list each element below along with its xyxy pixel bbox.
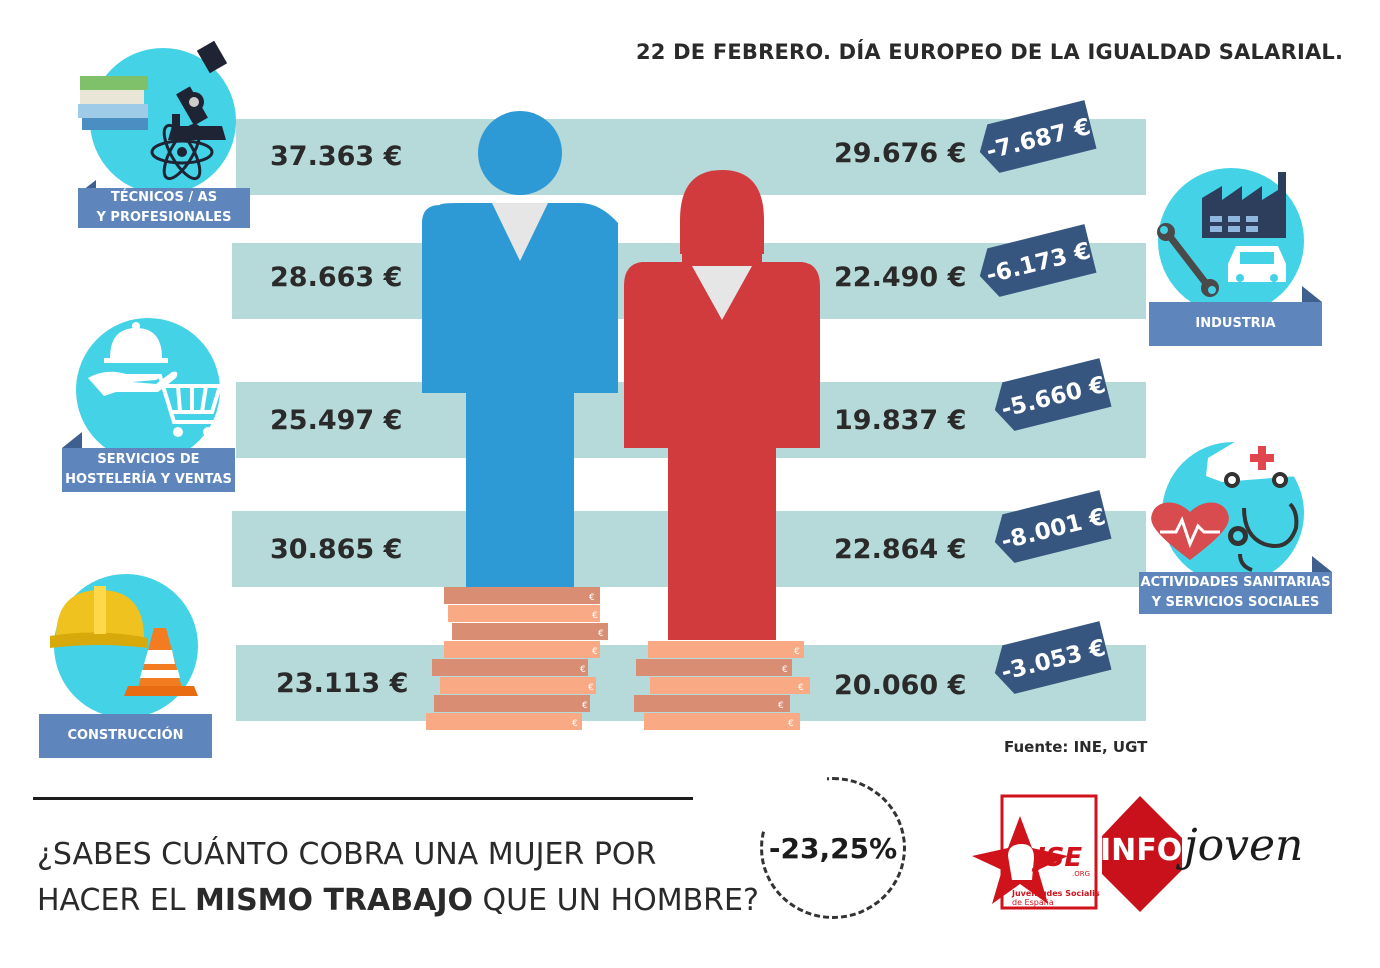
label-fold-2 bbox=[1302, 286, 1322, 302]
svg-text:€: € bbox=[592, 647, 598, 657]
gap-percentage-circle: -23,25% bbox=[760, 777, 906, 919]
helmet-cone-icon bbox=[50, 586, 198, 696]
question-line-1: ¿SABES CUÁNTO COBRA UNA MUJER POR bbox=[37, 837, 657, 872]
svg-text:€: € bbox=[794, 647, 800, 657]
svg-text:€: € bbox=[788, 719, 794, 729]
svg-text:€: € bbox=[582, 701, 588, 711]
factory-tools-icon bbox=[1157, 172, 1286, 297]
tecnicos-label: TÉCNICOS / AS Y PROFESIONALES bbox=[78, 188, 250, 228]
svg-text:Juventudes Socialistas: Juventudes Socialistas bbox=[1011, 889, 1100, 898]
gap-percentage: -23,25% bbox=[768, 831, 898, 865]
female-salary-1: 29.676 € bbox=[834, 138, 967, 169]
diff-tag-5: -3.053 € bbox=[994, 621, 1112, 694]
industria-label: INDUSTRIA bbox=[1149, 302, 1322, 346]
divider-rule bbox=[33, 797, 693, 800]
female-salary-2: 22.490 € bbox=[834, 262, 967, 293]
male-salary-3: 25.497 € bbox=[270, 405, 403, 436]
label-fold-4 bbox=[1312, 556, 1332, 572]
diff-tag-4: -8.001 € bbox=[994, 490, 1112, 563]
male-coin-stack: € € € € € € € € bbox=[426, 587, 608, 730]
male-figure bbox=[422, 111, 618, 595]
svg-text:joven: joven bbox=[1175, 820, 1303, 871]
svg-text:€: € bbox=[592, 611, 598, 621]
svg-text:€: € bbox=[589, 593, 595, 603]
female-salary-4: 22.864 € bbox=[834, 534, 967, 565]
svg-text:€: € bbox=[798, 683, 804, 693]
svg-text:€: € bbox=[580, 665, 586, 675]
hosteleria-label: SERVICIOS DE HOSTELERÍA Y VENTAS bbox=[62, 448, 235, 492]
sanitarias-label: ACTIVIDADES SANITARIAS Y SERVICIOS SOCIA… bbox=[1139, 572, 1332, 614]
svg-text:JSE: JSE bbox=[1031, 843, 1082, 873]
svg-text:€: € bbox=[778, 701, 784, 711]
diff-tag-2: -6.173 € bbox=[979, 224, 1097, 297]
health-icon bbox=[1151, 440, 1299, 572]
male-salary-5: 23.113 € bbox=[276, 668, 409, 699]
circle-gap-patch bbox=[745, 776, 827, 830]
question-line-2: HACER EL MISMO TRABAJO QUE UN HOMBRE? bbox=[37, 883, 759, 918]
question-emphasis: MISMO TRABAJO bbox=[195, 883, 474, 918]
svg-text:€: € bbox=[572, 719, 578, 729]
male-salary-1: 37.363 € bbox=[270, 141, 403, 172]
female-salary-3: 19.837 € bbox=[834, 405, 967, 436]
label-fold-3 bbox=[62, 432, 82, 448]
source-note: Fuente: INE, UGT bbox=[1004, 738, 1148, 756]
svg-text:€: € bbox=[588, 683, 594, 693]
female-coin-stack: € € € € € bbox=[634, 641, 810, 730]
male-salary-4: 30.865 € bbox=[270, 534, 403, 565]
male-salary-2: 28.663 € bbox=[270, 262, 403, 293]
question-text: ¿SABES CUÁNTO COBRA UNA MUJER POR HACER … bbox=[37, 832, 759, 924]
infojoven-logo: INFO joven bbox=[1100, 796, 1303, 912]
science-books-icon bbox=[78, 40, 228, 181]
svg-text:de España: de España bbox=[1012, 898, 1054, 907]
diff-tag-1: -7.687 € bbox=[979, 100, 1097, 173]
infographic-title: 22 DE FEBRERO. DÍA EUROPEO DE LA IGUALDA… bbox=[636, 40, 1344, 64]
female-salary-5: 20.060 € bbox=[834, 670, 967, 701]
cloche-cart-icon bbox=[88, 322, 223, 437]
jse-logo: JSE .ORG Juventudes Socialistas de Españ… bbox=[972, 794, 1100, 910]
diff-tag-3: -5.660 € bbox=[994, 358, 1112, 431]
svg-text:€: € bbox=[598, 629, 604, 639]
female-figure bbox=[624, 170, 820, 640]
construccion-label: CONSTRUCCIÓN bbox=[39, 714, 212, 758]
svg-text:€: € bbox=[782, 665, 788, 675]
svg-text:INFO: INFO bbox=[1100, 833, 1182, 868]
svg-text:.ORG: .ORG bbox=[1072, 870, 1090, 878]
